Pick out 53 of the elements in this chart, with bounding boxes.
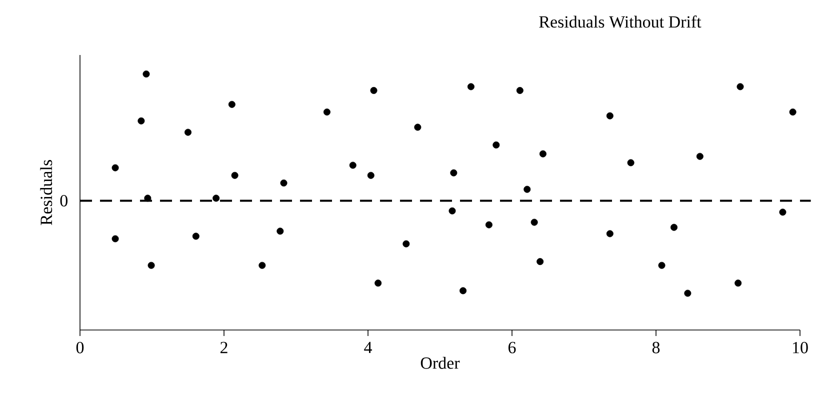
x-tick-label: 4	[364, 342, 372, 354]
point	[367, 172, 374, 179]
point	[228, 100, 236, 108]
ref-line-label: 0	[60, 194, 68, 206]
point	[450, 169, 458, 176]
point	[112, 164, 119, 172]
point	[670, 224, 678, 231]
point	[374, 280, 382, 287]
point	[138, 117, 145, 124]
point	[539, 150, 546, 158]
point	[696, 152, 704, 160]
x-tick-label: 10	[793, 342, 808, 354]
point	[460, 287, 467, 294]
point	[516, 86, 524, 94]
point	[606, 112, 614, 120]
point	[536, 258, 544, 266]
point	[530, 218, 538, 226]
point	[144, 194, 152, 202]
point	[467, 83, 474, 90]
point	[231, 172, 238, 179]
y-axis-title: Residuals	[40, 160, 52, 226]
point	[148, 262, 155, 269]
point	[414, 124, 422, 131]
x-tick-label: 2	[220, 342, 228, 354]
point	[448, 207, 456, 214]
point	[370, 86, 378, 94]
point	[684, 290, 692, 297]
point	[280, 179, 288, 186]
point	[349, 162, 356, 169]
point	[323, 108, 330, 116]
point	[492, 141, 500, 148]
point	[524, 186, 531, 193]
x-tick-label: 6	[508, 342, 516, 354]
point	[258, 262, 266, 269]
point	[658, 262, 666, 269]
x-axis-title: Order	[420, 356, 460, 369]
point	[192, 232, 200, 240]
x-tick-label: 0	[76, 342, 84, 354]
point	[112, 235, 119, 242]
point	[736, 83, 744, 90]
chart-title: Residuals Without Drift	[539, 16, 702, 28]
point	[485, 221, 492, 228]
point	[779, 208, 786, 216]
point	[184, 128, 192, 136]
point	[402, 240, 410, 248]
point	[276, 228, 284, 235]
point	[212, 194, 220, 202]
x-tick-label: 8	[652, 342, 660, 354]
point	[789, 108, 796, 116]
point	[734, 280, 742, 287]
point	[606, 230, 614, 238]
point	[142, 70, 150, 78]
point	[627, 159, 634, 166]
